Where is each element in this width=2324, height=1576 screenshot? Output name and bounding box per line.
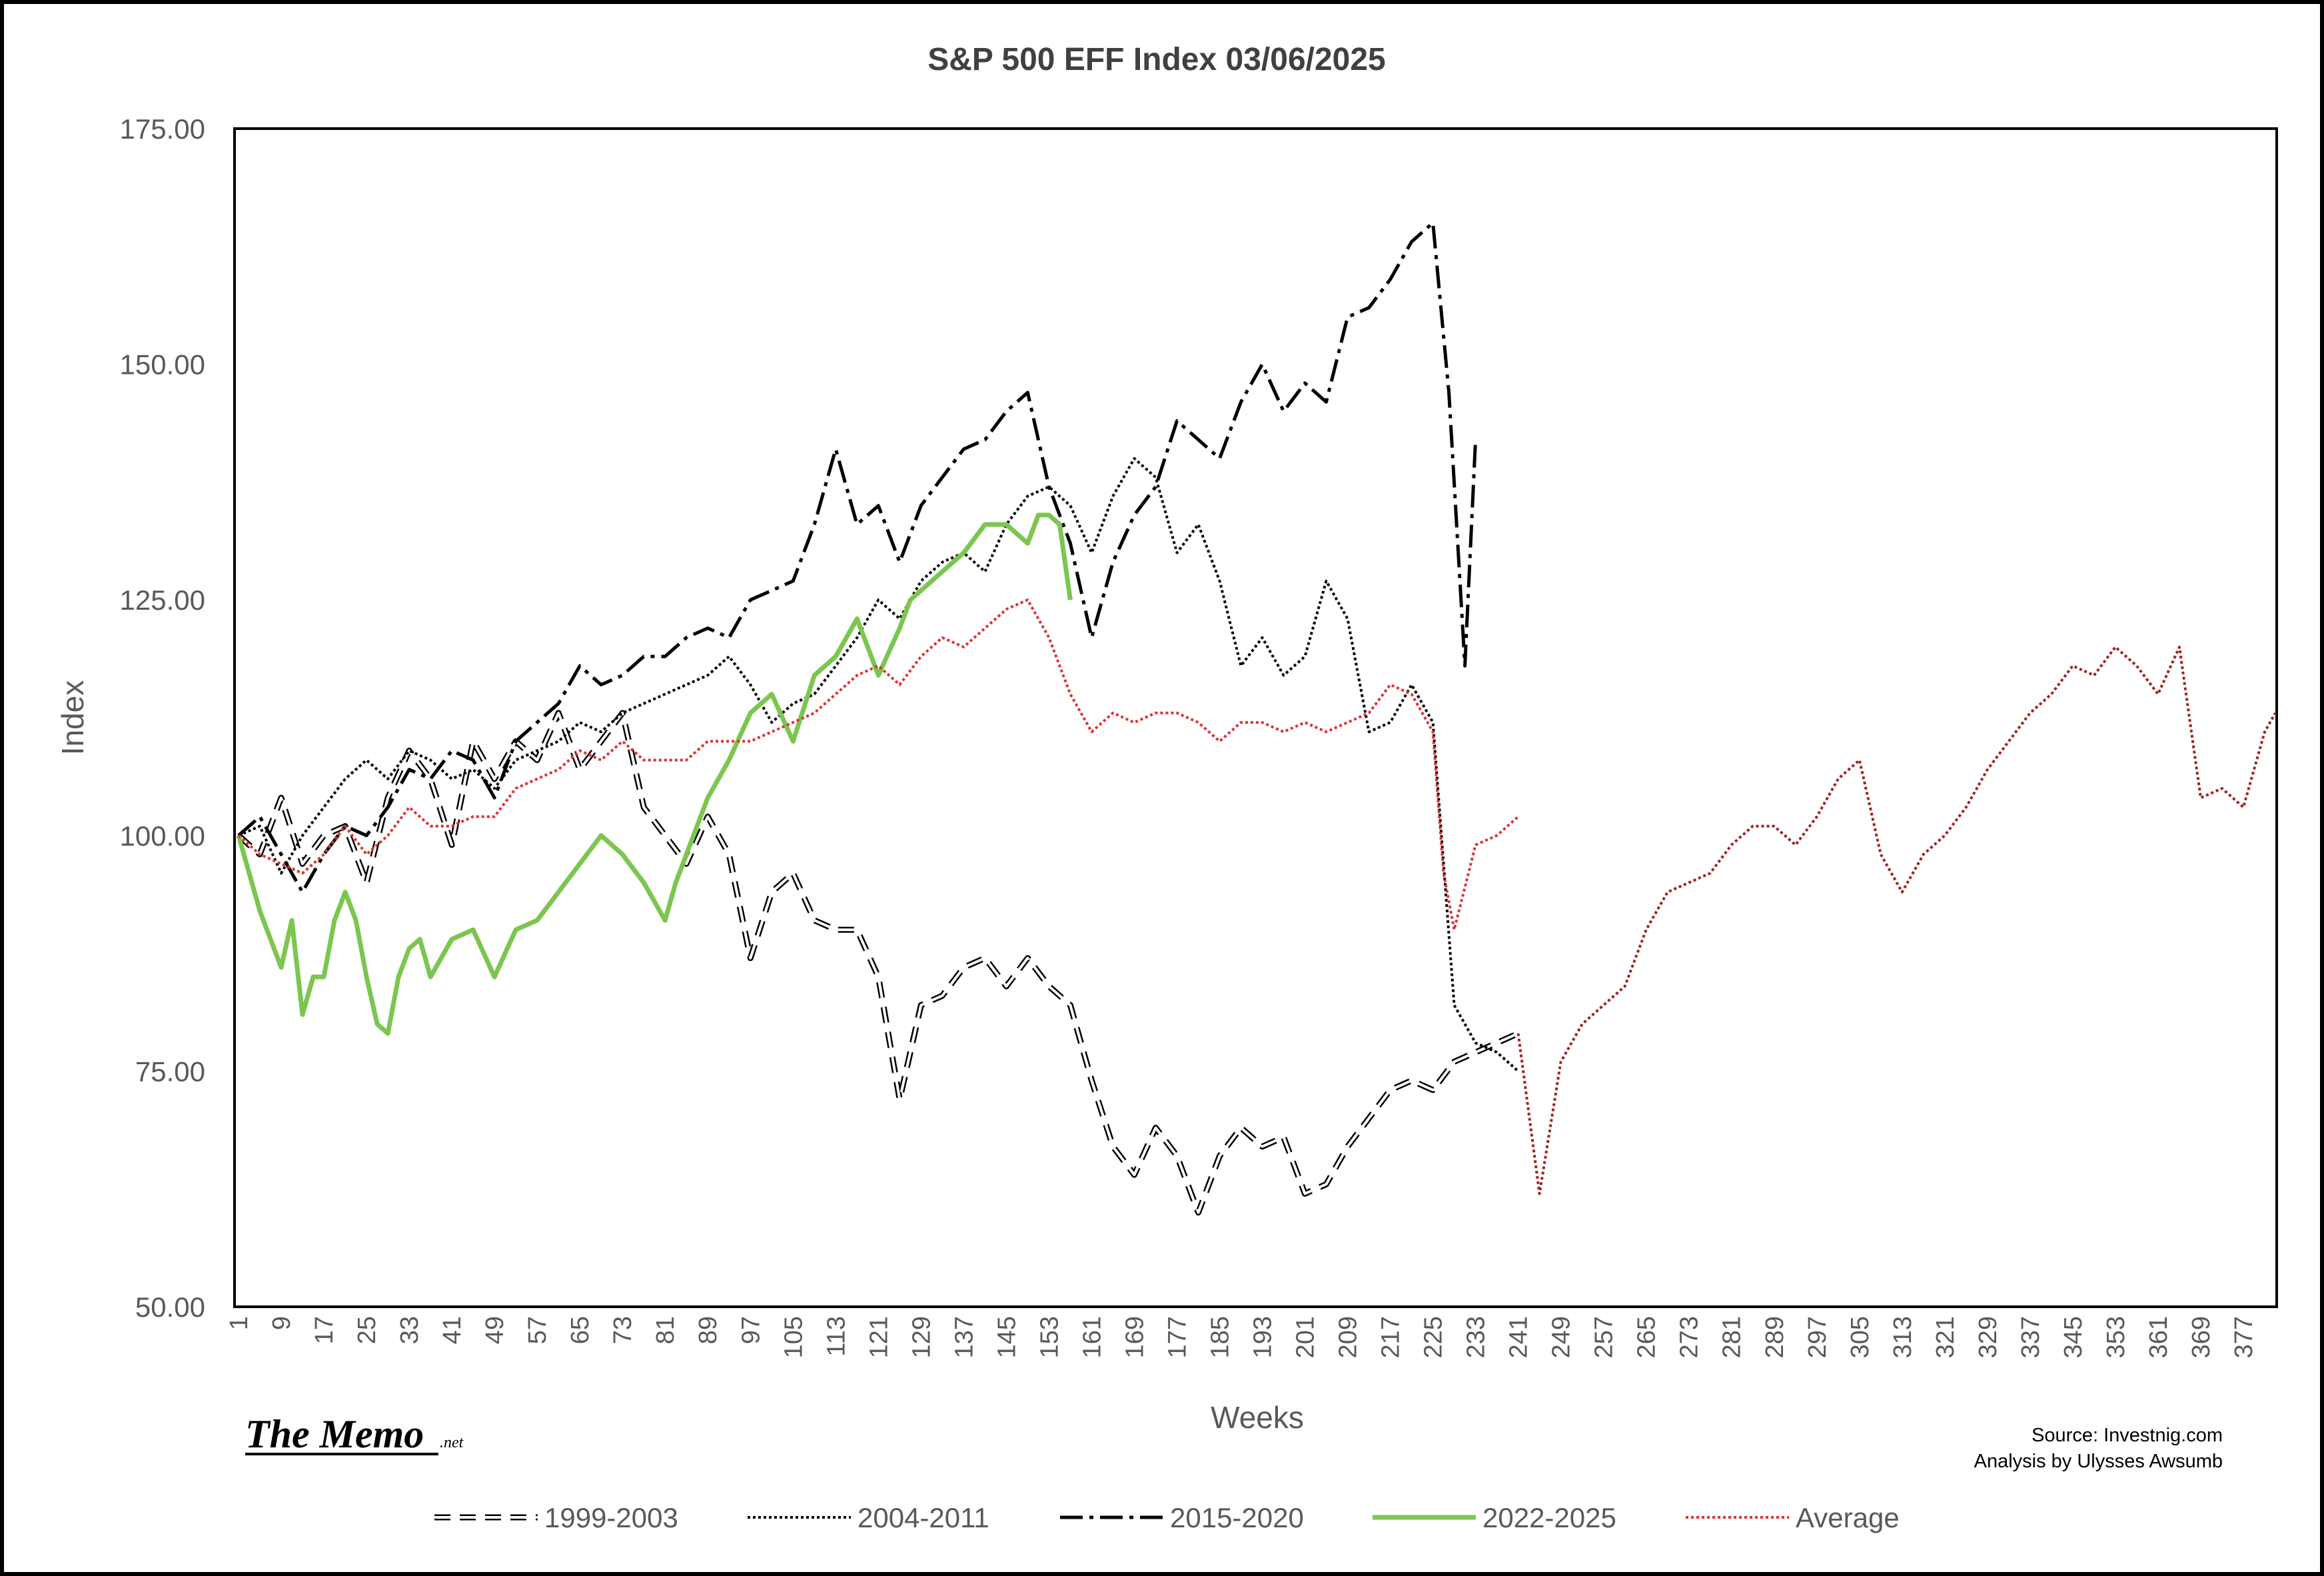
x-tick-label: 49 (481, 1316, 509, 1344)
legend-item: 2015-2020 (1060, 1502, 1304, 1533)
x-tick-label: 105 (780, 1316, 808, 1358)
x-axis-title: Weeks (1211, 1400, 1304, 1435)
legend-item: 2022-2025 (1373, 1502, 1616, 1533)
series-line (237, 598, 1519, 932)
y-tick-label: 75.00 (135, 1056, 205, 1087)
x-tick-label: 249 (1548, 1316, 1576, 1358)
series-2015-2020 (237, 221, 1478, 894)
series-line (238, 457, 1519, 1072)
x-tick-label: 305 (1846, 1316, 1874, 1358)
legend-label: 2015-2020 (1170, 1502, 1304, 1533)
legend: 1999-2003 2004-2011 2015-2020 2022-2025 Aver… (434, 1502, 1900, 1533)
x-tick-label: 377 (2230, 1316, 2258, 1358)
chart-title: S&P 500 EFF Index 03/06/2025 (927, 42, 1386, 77)
series-line (1516, 645, 2277, 1195)
x-tick-label: 313 (1889, 1316, 1917, 1358)
legend-item: 2004-2011 (748, 1502, 989, 1533)
analysis-note: Analysis by Ulysses Awsumb (1974, 1451, 2223, 1472)
x-tick-label: 137 (950, 1316, 978, 1358)
x-tick-label: 57 (524, 1316, 552, 1344)
x-tick-label: 201 (1292, 1316, 1320, 1358)
x-tick-label: 41 (438, 1316, 466, 1344)
x-tick-label: 329 (1974, 1316, 2002, 1358)
x-tick-label: 169 (1121, 1316, 1149, 1358)
legend-label: 2004-2011 (858, 1502, 989, 1533)
legend-label: 2022-2025 (1482, 1502, 1616, 1533)
x-tick-label: 113 (822, 1316, 850, 1357)
logo-suffix: .net (440, 1434, 464, 1451)
legend-label: 1999-2003 (544, 1502, 678, 1533)
series-line (237, 221, 1478, 894)
x-tick-label: 185 (1206, 1316, 1234, 1358)
x-tick-label: 361 (2145, 1316, 2173, 1358)
series-2022-2025 (236, 512, 1073, 1036)
series-2004-2011 (238, 457, 1519, 1072)
x-tick-label: 297 (1804, 1316, 1832, 1358)
x-tick-label: 153 (1035, 1316, 1063, 1358)
y-axis-title: Index (55, 680, 90, 756)
x-tick-label: 33 (396, 1316, 424, 1344)
x-tick-label: 73 (609, 1316, 637, 1344)
series-average (237, 598, 1519, 932)
x-tick-label: 193 (1249, 1316, 1277, 1358)
x-tick-label: 121 (865, 1316, 893, 1358)
source-note: Source: Investnig.com (2032, 1425, 2223, 1446)
x-tick-label: 9 (268, 1316, 296, 1330)
x-tick-label: 265 (1633, 1316, 1661, 1358)
y-tick-label: 100.00 (120, 820, 205, 852)
y-tick-label: 50.00 (135, 1291, 205, 1323)
x-tick-label: 209 (1335, 1316, 1363, 1358)
x-tick-label: 225 (1420, 1316, 1448, 1358)
x-tick-label: 145 (993, 1316, 1021, 1358)
y-tick-label: 150.00 (120, 349, 205, 381)
x-tick-label: 369 (2187, 1316, 2215, 1358)
x-tick-label: 337 (2017, 1316, 2045, 1358)
x-tick-label: 345 (2059, 1316, 2087, 1358)
x-tick-label: 281 (1718, 1316, 1746, 1358)
series-line-inner (237, 711, 1519, 1214)
x-tick-label: 273 (1676, 1316, 1704, 1358)
series-layer (236, 221, 2277, 1216)
plot-area (233, 127, 2278, 1308)
legend-item: Average (1686, 1502, 1900, 1533)
x-tick-label: 353 (2102, 1316, 2130, 1358)
x-tick-label: 1 (225, 1316, 253, 1330)
x-tick-labels: 1 9 17 25 33 41 49 57 65 73 81 89 97 105 113 121 129 137 1… (225, 1316, 2258, 1358)
x-tick-label: 17 (310, 1316, 338, 1344)
x-tick-label: 289 (1761, 1316, 1789, 1358)
x-tick-label: 241 (1505, 1316, 1533, 1358)
x-tick-label: 161 (1078, 1316, 1106, 1358)
x-tick-label: 257 (1590, 1316, 1618, 1358)
legend-label: Average (1796, 1502, 1900, 1533)
x-tick-label: 177 (1163, 1316, 1191, 1358)
x-tick-label: 217 (1377, 1316, 1405, 1358)
x-tick-label: 233 (1462, 1316, 1490, 1358)
x-tick-label: 65 (566, 1316, 594, 1344)
series-average-extension- (1516, 645, 2277, 1195)
x-tick-label: 129 (907, 1316, 935, 1358)
x-tick-label: 81 (652, 1316, 680, 1344)
y-tick-label: 125.00 (120, 584, 205, 616)
series-1999-2003 (237, 710, 1520, 1216)
logo-text: The Memo (245, 1412, 424, 1456)
x-tick-label: 97 (737, 1316, 765, 1344)
y-tick-label: 175.00 (120, 113, 205, 145)
x-tick-label: 321 (1932, 1316, 1960, 1358)
legend-item: 1999-2003 (434, 1502, 678, 1533)
x-tick-label: 89 (694, 1316, 722, 1344)
series-line (236, 512, 1073, 1036)
x-tick-label: 25 (353, 1316, 381, 1344)
y-tick-labels: 50.00 75.00 100.00 125.00 150.00 175.00 (120, 113, 205, 1323)
